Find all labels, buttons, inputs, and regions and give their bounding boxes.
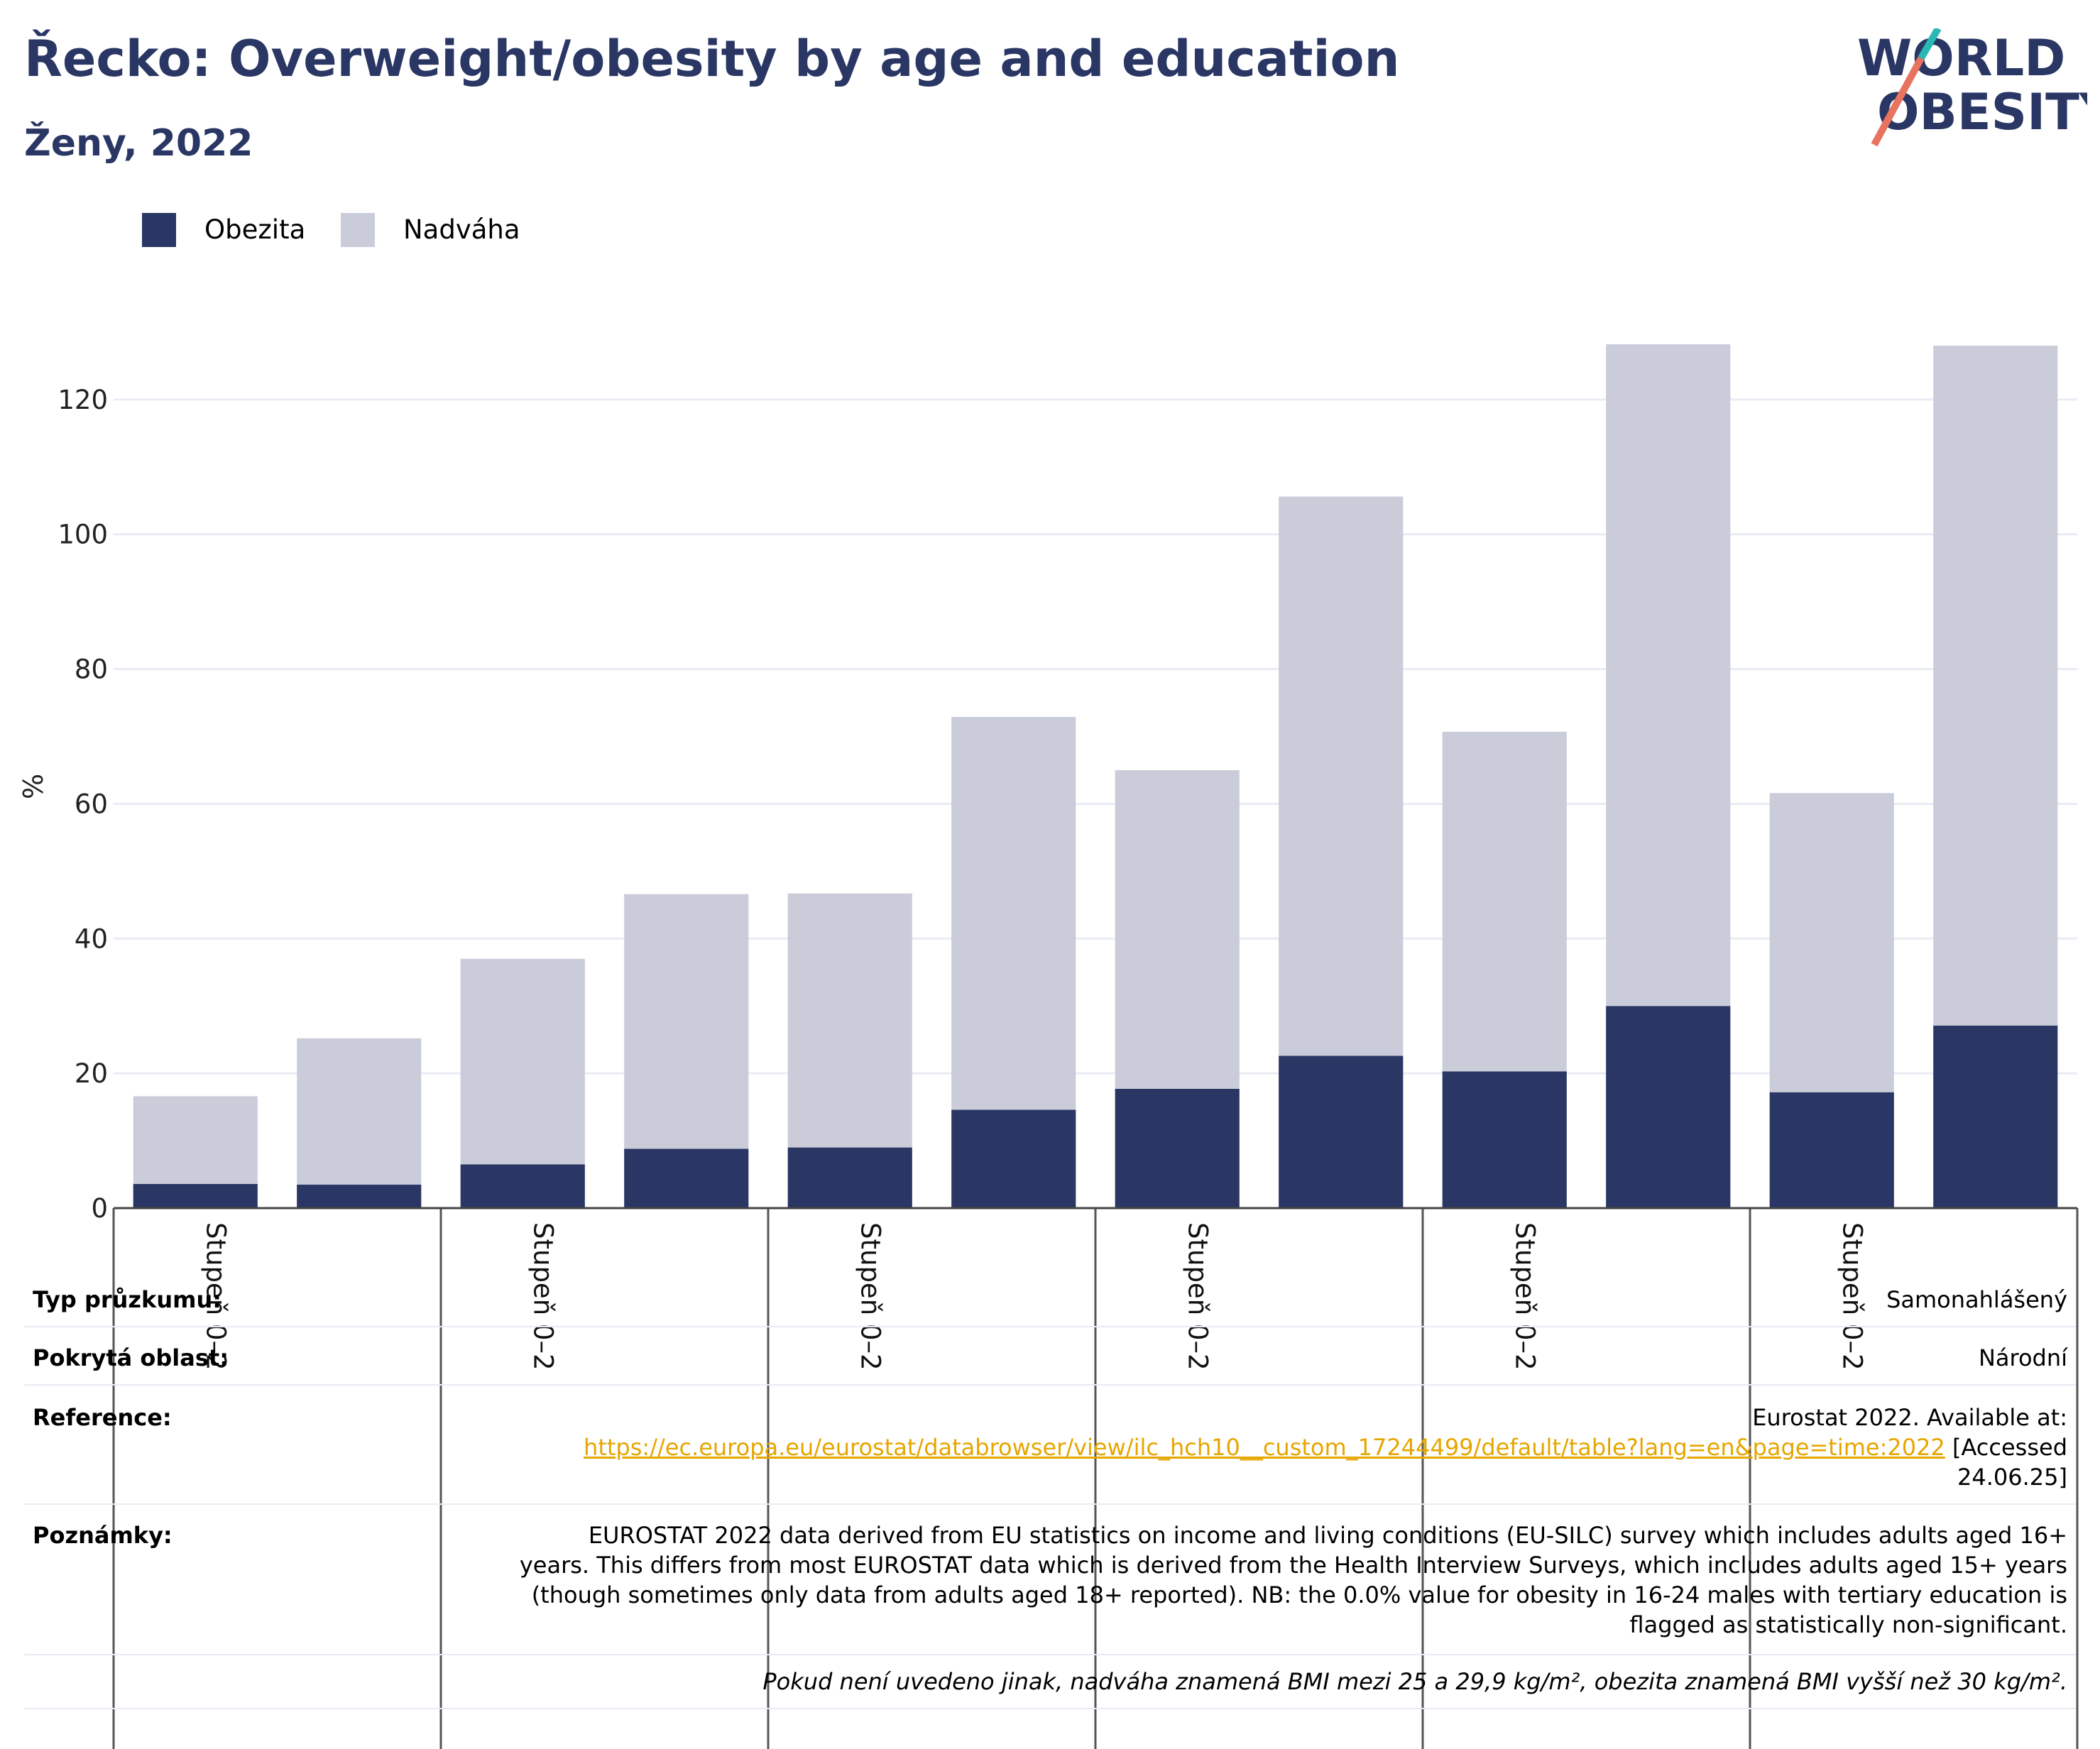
legend-label-obezita: Obezita	[204, 214, 306, 245]
bar-obezita	[1279, 1056, 1404, 1208]
page-subtitle: Ženy, 2022	[24, 122, 253, 165]
legend-swatch-obezita	[142, 213, 176, 247]
bars	[133, 344, 2058, 1208]
bar-nadvaha	[787, 893, 912, 1148]
info-divider	[24, 1503, 2076, 1505]
notes-value: EUROSTAT 2022 data derived from EU stati…	[520, 1520, 2067, 1640]
bar-obezita	[1933, 1025, 2058, 1208]
info-divider	[24, 1708, 2076, 1709]
reference-text: Eurostat 2022. Available at:	[1752, 1404, 2067, 1431]
bar-obezita	[297, 1184, 422, 1208]
reference-link[interactable]: https://ec.europa.eu/eurostat/databrowse…	[584, 1434, 1945, 1461]
bar-obezita	[1606, 1006, 1731, 1208]
reference-date: 24.06.25]	[1957, 1464, 2067, 1491]
x-group-label: Stupeň 0–2	[855, 1222, 885, 1371]
group-dividers	[112, 1208, 2079, 1749]
x-group-label: Stupeň 0–2	[200, 1222, 231, 1371]
logo-slash-coral	[1871, 56, 1925, 147]
info-divider	[24, 1654, 2076, 1655]
reference-value: Eurostat 2022. Available at: https://ec.…	[584, 1403, 2067, 1492]
notes-label: Poznámky:	[33, 1522, 173, 1549]
bar-obezita	[624, 1148, 749, 1208]
logo-text-world: WORLD	[1857, 29, 2065, 87]
x-group-label: Stupeň 0–2	[1182, 1222, 1213, 1371]
world-obesity-logo: WORLD OBESITY	[1857, 28, 2087, 147]
bar-nadvaha	[1442, 731, 1567, 1072]
grid-lines	[114, 398, 2077, 1075]
bar-nadvaha	[1769, 793, 1894, 1092]
bar-nadvaha	[297, 1038, 422, 1185]
area-value: Národní	[1978, 1344, 2067, 1371]
y-tick-label: 40	[75, 923, 108, 954]
reference-accessed: [Accessed	[1945, 1434, 2067, 1461]
bar-nadvaha	[1933, 345, 2058, 1026]
logo-slash-teal	[1918, 28, 1942, 60]
bar-nadvaha	[460, 958, 585, 1165]
x-group-label: Stupeň 0–2	[527, 1222, 558, 1371]
legend-swatch-nadvaha	[341, 213, 375, 247]
bar-obezita	[1442, 1071, 1567, 1208]
bar-nadvaha	[1606, 344, 1731, 1007]
survey-type-label: Typ průzkumu:	[33, 1286, 222, 1313]
logo-text-obesity: OBESITY	[1877, 83, 2087, 141]
bar-obezita	[1769, 1092, 1894, 1208]
y-tick-label: 20	[75, 1058, 108, 1089]
notes-line: flagged as statistically non-significant…	[1629, 1611, 2067, 1638]
y-tick-label: 0	[91, 1193, 108, 1224]
bar-obezita	[460, 1164, 585, 1208]
x-group-label: Stupeň 0–2	[1509, 1222, 1540, 1371]
info-divider	[24, 1326, 2076, 1327]
y-axis-title: %	[18, 774, 49, 799]
y-tick-label: 60	[75, 789, 108, 819]
page-title: Řecko: Overweight/obesity by age and edu…	[24, 30, 1400, 88]
y-tick-label: 120	[58, 385, 108, 415]
x-group-label: Stupeň 0–2	[1837, 1222, 1867, 1371]
notes-line: EUROSTAT 2022 data derived from EU stati…	[588, 1522, 2067, 1549]
reference-label: Reference:	[33, 1404, 172, 1431]
area-label: Pokrytá oblast:	[33, 1344, 229, 1371]
y-axis-ticks: 0 20 40 60 80 100 120	[58, 385, 108, 1224]
x-axis-labels: Stupeň 0–2 Stupeň 0–2 Stupeň 0–2 Stupeň 0–2…	[200, 1222, 1867, 1371]
bar-nadvaha	[133, 1096, 258, 1184]
legend-label-nadvaha: Nadváha	[403, 214, 520, 245]
footnote: Pokud není uvedeno jinak, nadváha znamen…	[762, 1668, 2067, 1695]
bar-obezita	[1115, 1088, 1240, 1208]
bar-nadvaha	[624, 894, 749, 1149]
y-tick-label: 100	[58, 520, 108, 550]
info-divider	[24, 1384, 2076, 1386]
bar-nadvaha	[1115, 769, 1240, 1089]
survey-type-value: Samonahlášený	[1886, 1286, 2067, 1313]
bar-nadvaha	[1279, 496, 1404, 1056]
notes-line: (though sometimes only data from adults …	[531, 1581, 2067, 1608]
bar-obezita	[133, 1183, 258, 1208]
notes-line: years. This differs from most EUROSTAT d…	[519, 1552, 2067, 1579]
bar-nadvaha	[951, 716, 1076, 1110]
bar-obezita	[787, 1147, 912, 1208]
y-tick-label: 80	[75, 654, 108, 685]
bar-obezita	[951, 1109, 1076, 1208]
